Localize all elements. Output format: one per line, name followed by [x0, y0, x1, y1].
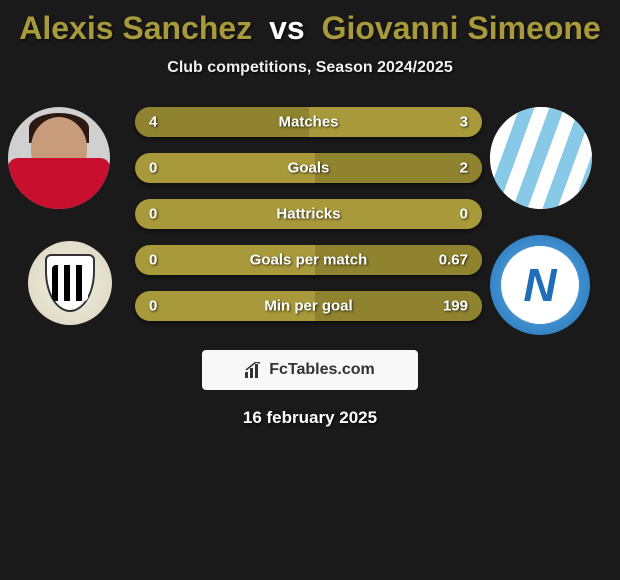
stat-label: Hattricks: [135, 206, 482, 223]
stat-row: 02Goals: [135, 153, 482, 183]
branding-text: FcTables.com: [269, 361, 375, 379]
stat-label: Matches: [135, 114, 482, 131]
page-title: Alexis Sanchez vs Giovanni Simeone: [0, 0, 620, 47]
stat-row: 0199Min per goal: [135, 291, 482, 321]
stat-label: Goals: [135, 160, 482, 177]
stat-row: 00.67Goals per match: [135, 245, 482, 275]
title-player2: Giovanni Simeone: [322, 10, 601, 46]
player1-club-badge: [28, 241, 112, 325]
stat-row: 00Hattricks: [135, 199, 482, 229]
title-player1: Alexis Sanchez: [19, 10, 252, 46]
stat-label: Goals per match: [135, 252, 482, 269]
comparison-card: Alexis Sanchez vs Giovanni Simeone Club …: [0, 0, 620, 580]
date-text: 16 february 2025: [0, 408, 620, 428]
stat-label: Min per goal: [135, 298, 482, 315]
chart-icon: [245, 362, 263, 378]
subtitle: Club competitions, Season 2024/2025: [0, 59, 620, 77]
player1-avatar: [8, 107, 110, 209]
player2-club-badge: N: [490, 235, 590, 335]
player2-avatar: [490, 107, 592, 209]
stat-row: 43Matches: [135, 107, 482, 137]
stat-bars: 43Matches 02Goals 00Hattricks 00.67Goals pe…: [135, 107, 482, 337]
title-vs: vs: [269, 10, 305, 46]
branding-badge: FcTables.com: [202, 350, 418, 390]
